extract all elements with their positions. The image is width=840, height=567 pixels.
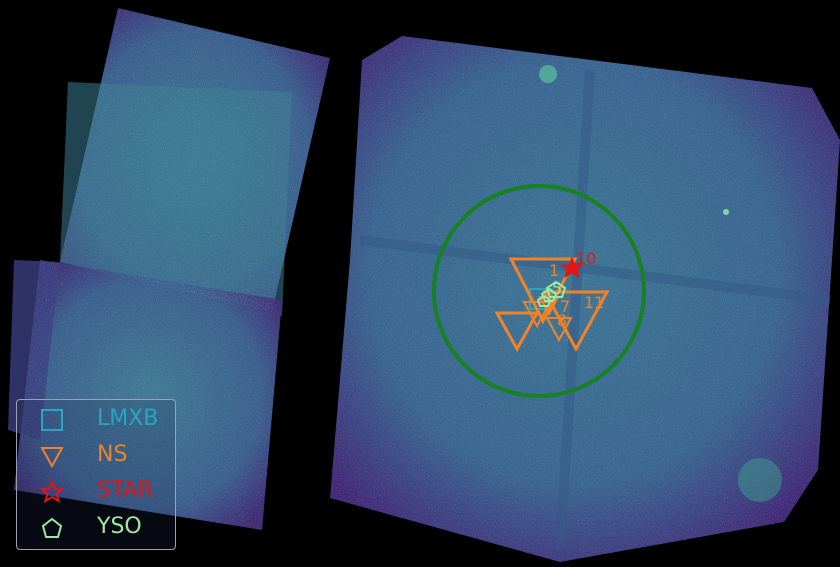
yso-marker [536,294,552,307]
region-circle [432,184,646,398]
source-label: 8 [557,311,567,330]
source-markers: 1 10 11 8 7 5 [494,249,610,353]
source-label: 11 [584,293,604,312]
right-detector-field [330,36,840,562]
legend-item-ns: NS [17,438,177,474]
yso-marker [545,280,567,298]
legend-item-star: STAR [17,474,177,510]
ns-marker [508,257,578,325]
source-label: 1 [549,261,559,280]
ns-marker [522,301,552,329]
legend: LMXB NS STAR YSO [16,399,176,550]
legend-label: NS [97,442,128,467]
star-icon [40,480,64,504]
source-label: 10 [576,249,596,268]
star-marker [560,256,584,279]
pentagon-icon [41,517,63,538]
legend-item-yso: YSO [17,510,177,546]
legend-item-lmxb: LMXB [17,402,177,438]
ns-marker [494,311,540,353]
ns-marker [545,317,573,343]
ns-marker [542,290,610,353]
source-label: 7 [560,297,570,316]
triangle-down-icon [40,447,64,468]
legend-label: YSO [97,514,142,539]
square-icon [41,409,63,431]
left-detector-field [8,8,330,530]
source-label: 5 [552,279,562,298]
legend-label: LMXB [97,406,159,431]
legend-label: STAR [97,478,154,503]
